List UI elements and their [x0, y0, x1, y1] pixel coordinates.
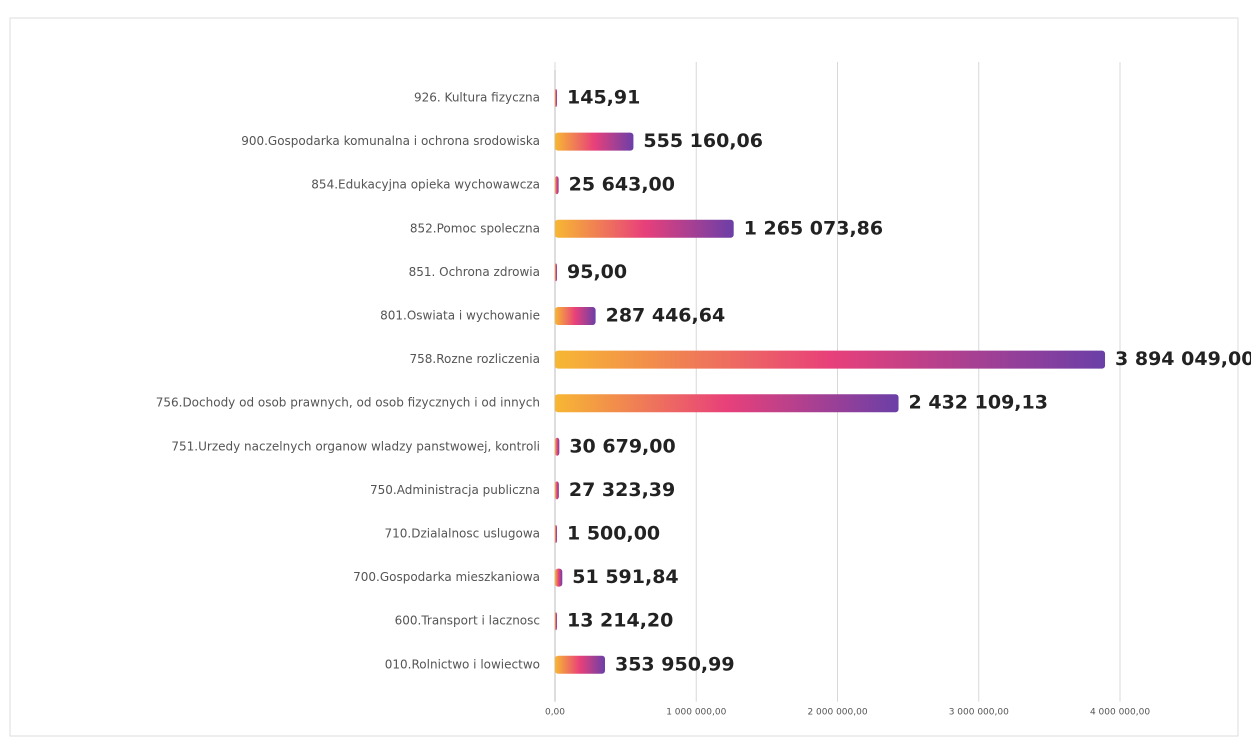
y-tick-label: 926. Kultura fizyczna — [414, 91, 540, 105]
y-tick-label: 751.Urzedy naczelnych organow wladzy pan… — [171, 439, 540, 453]
bar — [555, 437, 560, 456]
x-tick-label: 3 000 000,00 — [949, 708, 1009, 718]
value-label: 2 432 109,13 — [909, 392, 1048, 414]
x-tick-label: 2 000 000,00 — [807, 708, 867, 718]
y-tick-label: 710.Dzialalnosc uslugowa — [384, 527, 540, 541]
y-tick-label: 010.Rolnictwo i lowiectwo — [385, 657, 540, 671]
value-label: 1 500,00 — [567, 523, 660, 545]
value-label: 1 265 073,86 — [744, 217, 883, 239]
x-tick-label: 4 000 000,00 — [1090, 708, 1150, 718]
bar — [555, 394, 899, 413]
bar — [555, 568, 563, 587]
value-label: 145,91 — [567, 87, 640, 109]
y-tick-label: 852.Pomoc spoleczna — [410, 221, 540, 235]
value-label: 30 679,00 — [569, 435, 675, 457]
value-label: 95,00 — [567, 261, 627, 283]
bar — [555, 612, 557, 631]
bar — [555, 89, 557, 107]
y-tick-label: 851. Ochrona zdrowia — [409, 265, 540, 279]
y-tick-label: 854.Edukacyjna opieka wychowawcza — [311, 178, 540, 192]
bar — [555, 219, 734, 238]
bar — [555, 176, 559, 195]
value-label: 287 446,64 — [606, 305, 726, 327]
value-label: 51 591,84 — [572, 566, 678, 588]
value-label: 353 950,99 — [615, 653, 735, 675]
y-tick-label: 700.Gospodarka mieszkaniowa — [353, 570, 540, 584]
x-tick-label: 1 000 000,00 — [666, 708, 726, 718]
y-tick-label: 801.Oswiata i wychowanie — [380, 309, 540, 323]
y-tick-label: 900.Gospodarka komunalna i ochrona srodo… — [241, 134, 540, 148]
value-label: 13 214,20 — [567, 610, 673, 632]
bar — [555, 350, 1106, 369]
y-tick-label: 758.Rozne rozliczenia — [409, 352, 540, 366]
y-tick-label: 600.Transport i lacznosc — [395, 614, 540, 628]
bar — [555, 525, 557, 543]
bar — [555, 655, 605, 674]
bar — [555, 307, 596, 325]
bar — [555, 132, 634, 151]
value-label: 3 894 049,00 — [1115, 348, 1251, 370]
value-label: 27 323,39 — [569, 479, 675, 501]
x-tick-label: 0,00 — [545, 708, 565, 718]
bar — [555, 481, 559, 500]
y-tick-label: 750.Administracja publiczna — [370, 483, 540, 497]
value-label: 25 643,00 — [569, 174, 675, 196]
y-tick-label: 756.Dochody od osob prawnych, od osob fi… — [156, 396, 540, 410]
bar — [555, 263, 557, 282]
value-label: 555 160,06 — [643, 130, 763, 152]
